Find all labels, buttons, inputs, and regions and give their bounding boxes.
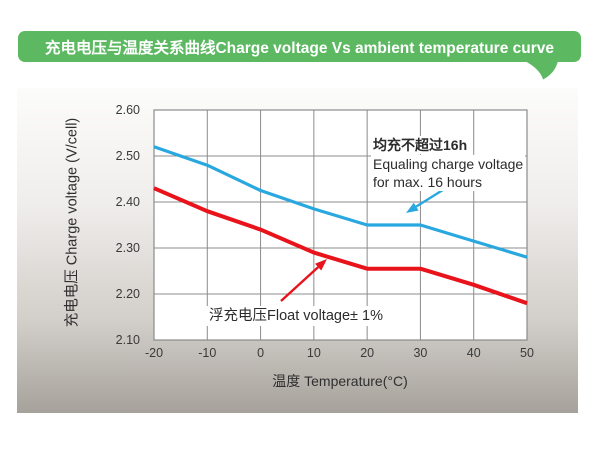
banner-tail-shape bbox=[525, 61, 558, 80]
x-tick-label: 0 bbox=[257, 346, 265, 360]
annotation-equalize: 均充不超过16h Equaling charge voltage for max… bbox=[371, 136, 526, 191]
y-tick-label: 2.30 bbox=[115, 241, 140, 255]
x-tick-label: -20 bbox=[144, 346, 164, 360]
x-tick-label: 20 bbox=[360, 346, 375, 360]
x-tick-label: 40 bbox=[466, 346, 481, 360]
x-axis-label: 温度 Temperature(°C) bbox=[272, 373, 408, 389]
annotation-equalize-en-2: for max. 16 hours bbox=[371, 173, 484, 191]
y-tick-label: 2.50 bbox=[115, 149, 140, 163]
page-title: 充电电压与温度关系曲线Charge voltage Vs ambient tem… bbox=[44, 39, 555, 57]
annotation-equalize-en-1: Equaling charge voltage bbox=[371, 155, 526, 173]
annotation-equalize-cn: 均充不超过16h bbox=[371, 136, 470, 154]
x-tick-label: 30 bbox=[413, 346, 428, 360]
x-tick-label: 10 bbox=[306, 346, 321, 360]
y-tick-label: 2.60 bbox=[115, 103, 140, 117]
annotation-float: 浮充电压Float voltage± 1% bbox=[205, 306, 387, 326]
y-axis-label: 充电电压 Charge voltage (V/cell) bbox=[64, 117, 81, 328]
y-tick-label: 2.40 bbox=[115, 195, 140, 209]
y-tick-label: 2.20 bbox=[115, 287, 140, 301]
x-tick-label: 50 bbox=[520, 346, 534, 360]
x-tick-label: -10 bbox=[198, 346, 217, 360]
y-tick-label: 2.10 bbox=[115, 333, 140, 347]
title-banner: 充电电压与温度关系曲线Charge voltage Vs ambient tem… bbox=[18, 31, 581, 62]
